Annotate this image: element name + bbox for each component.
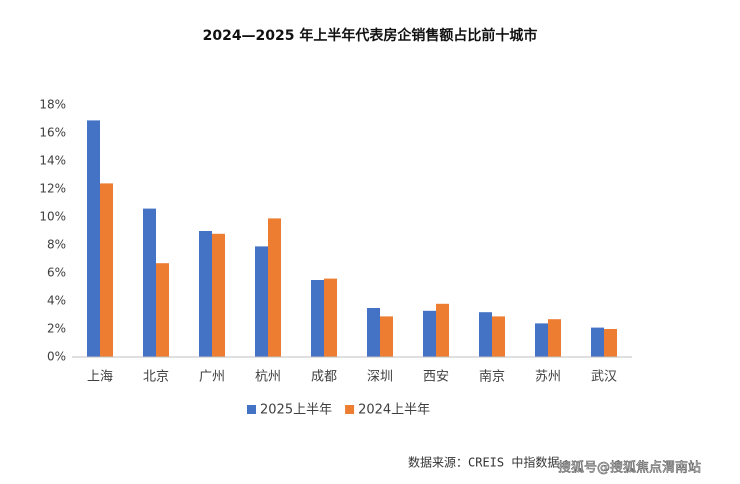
bar	[436, 303, 449, 357]
bar	[255, 246, 268, 357]
bar	[380, 316, 393, 357]
x-tick-label: 北京	[143, 370, 169, 385]
bar	[367, 308, 380, 357]
y-tick-label: 10%	[39, 210, 66, 224]
y-tick-label: 6%	[47, 266, 66, 280]
y-tick-label: 18%	[39, 98, 66, 112]
bar	[604, 329, 617, 357]
bar	[156, 263, 169, 357]
y-tick-label: 12%	[39, 182, 66, 196]
y-tick-label: 14%	[39, 154, 66, 168]
bar	[479, 312, 492, 357]
bar	[268, 218, 281, 357]
bar	[535, 323, 548, 357]
y-tick-label: 16%	[39, 126, 66, 140]
x-tick-label: 深圳	[367, 370, 393, 385]
legend-swatch	[345, 405, 355, 414]
x-tick-label: 武汉	[591, 370, 617, 385]
bar	[311, 280, 324, 357]
y-tick-label: 4%	[47, 294, 66, 308]
bar	[100, 183, 113, 357]
bar	[212, 233, 225, 357]
x-tick-label: 成都	[311, 370, 337, 385]
legend-swatch	[247, 405, 256, 414]
source-note: 数据来源：CREIS 中指数据	[408, 455, 559, 470]
x-tick-label: 上海	[87, 370, 113, 385]
chart-title: 2024—2025 年上半年代表房企销售额占比前十城市	[203, 27, 538, 44]
bar	[87, 120, 100, 358]
y-tick-label: 8%	[47, 238, 66, 252]
legend-label: 2025上半年	[260, 403, 332, 418]
bar	[591, 327, 604, 357]
y-tick-label: 2%	[47, 322, 66, 336]
x-tick-label: 南京	[479, 369, 505, 385]
legend-label: 2024上半年	[358, 403, 430, 418]
bar	[548, 319, 561, 357]
bar	[423, 310, 436, 357]
bar	[199, 231, 212, 357]
x-tick-label: 杭州	[255, 370, 281, 385]
watermark: 搜狐号@搜狐焦点渭南站	[558, 460, 701, 476]
bar	[324, 278, 337, 357]
x-tick-label: 广州	[199, 370, 225, 385]
x-tick-label: 西安	[423, 370, 449, 385]
bar	[492, 316, 505, 357]
x-tick-label: 苏州	[535, 369, 561, 385]
y-tick-label: 0%	[47, 350, 66, 364]
bar	[143, 208, 156, 357]
